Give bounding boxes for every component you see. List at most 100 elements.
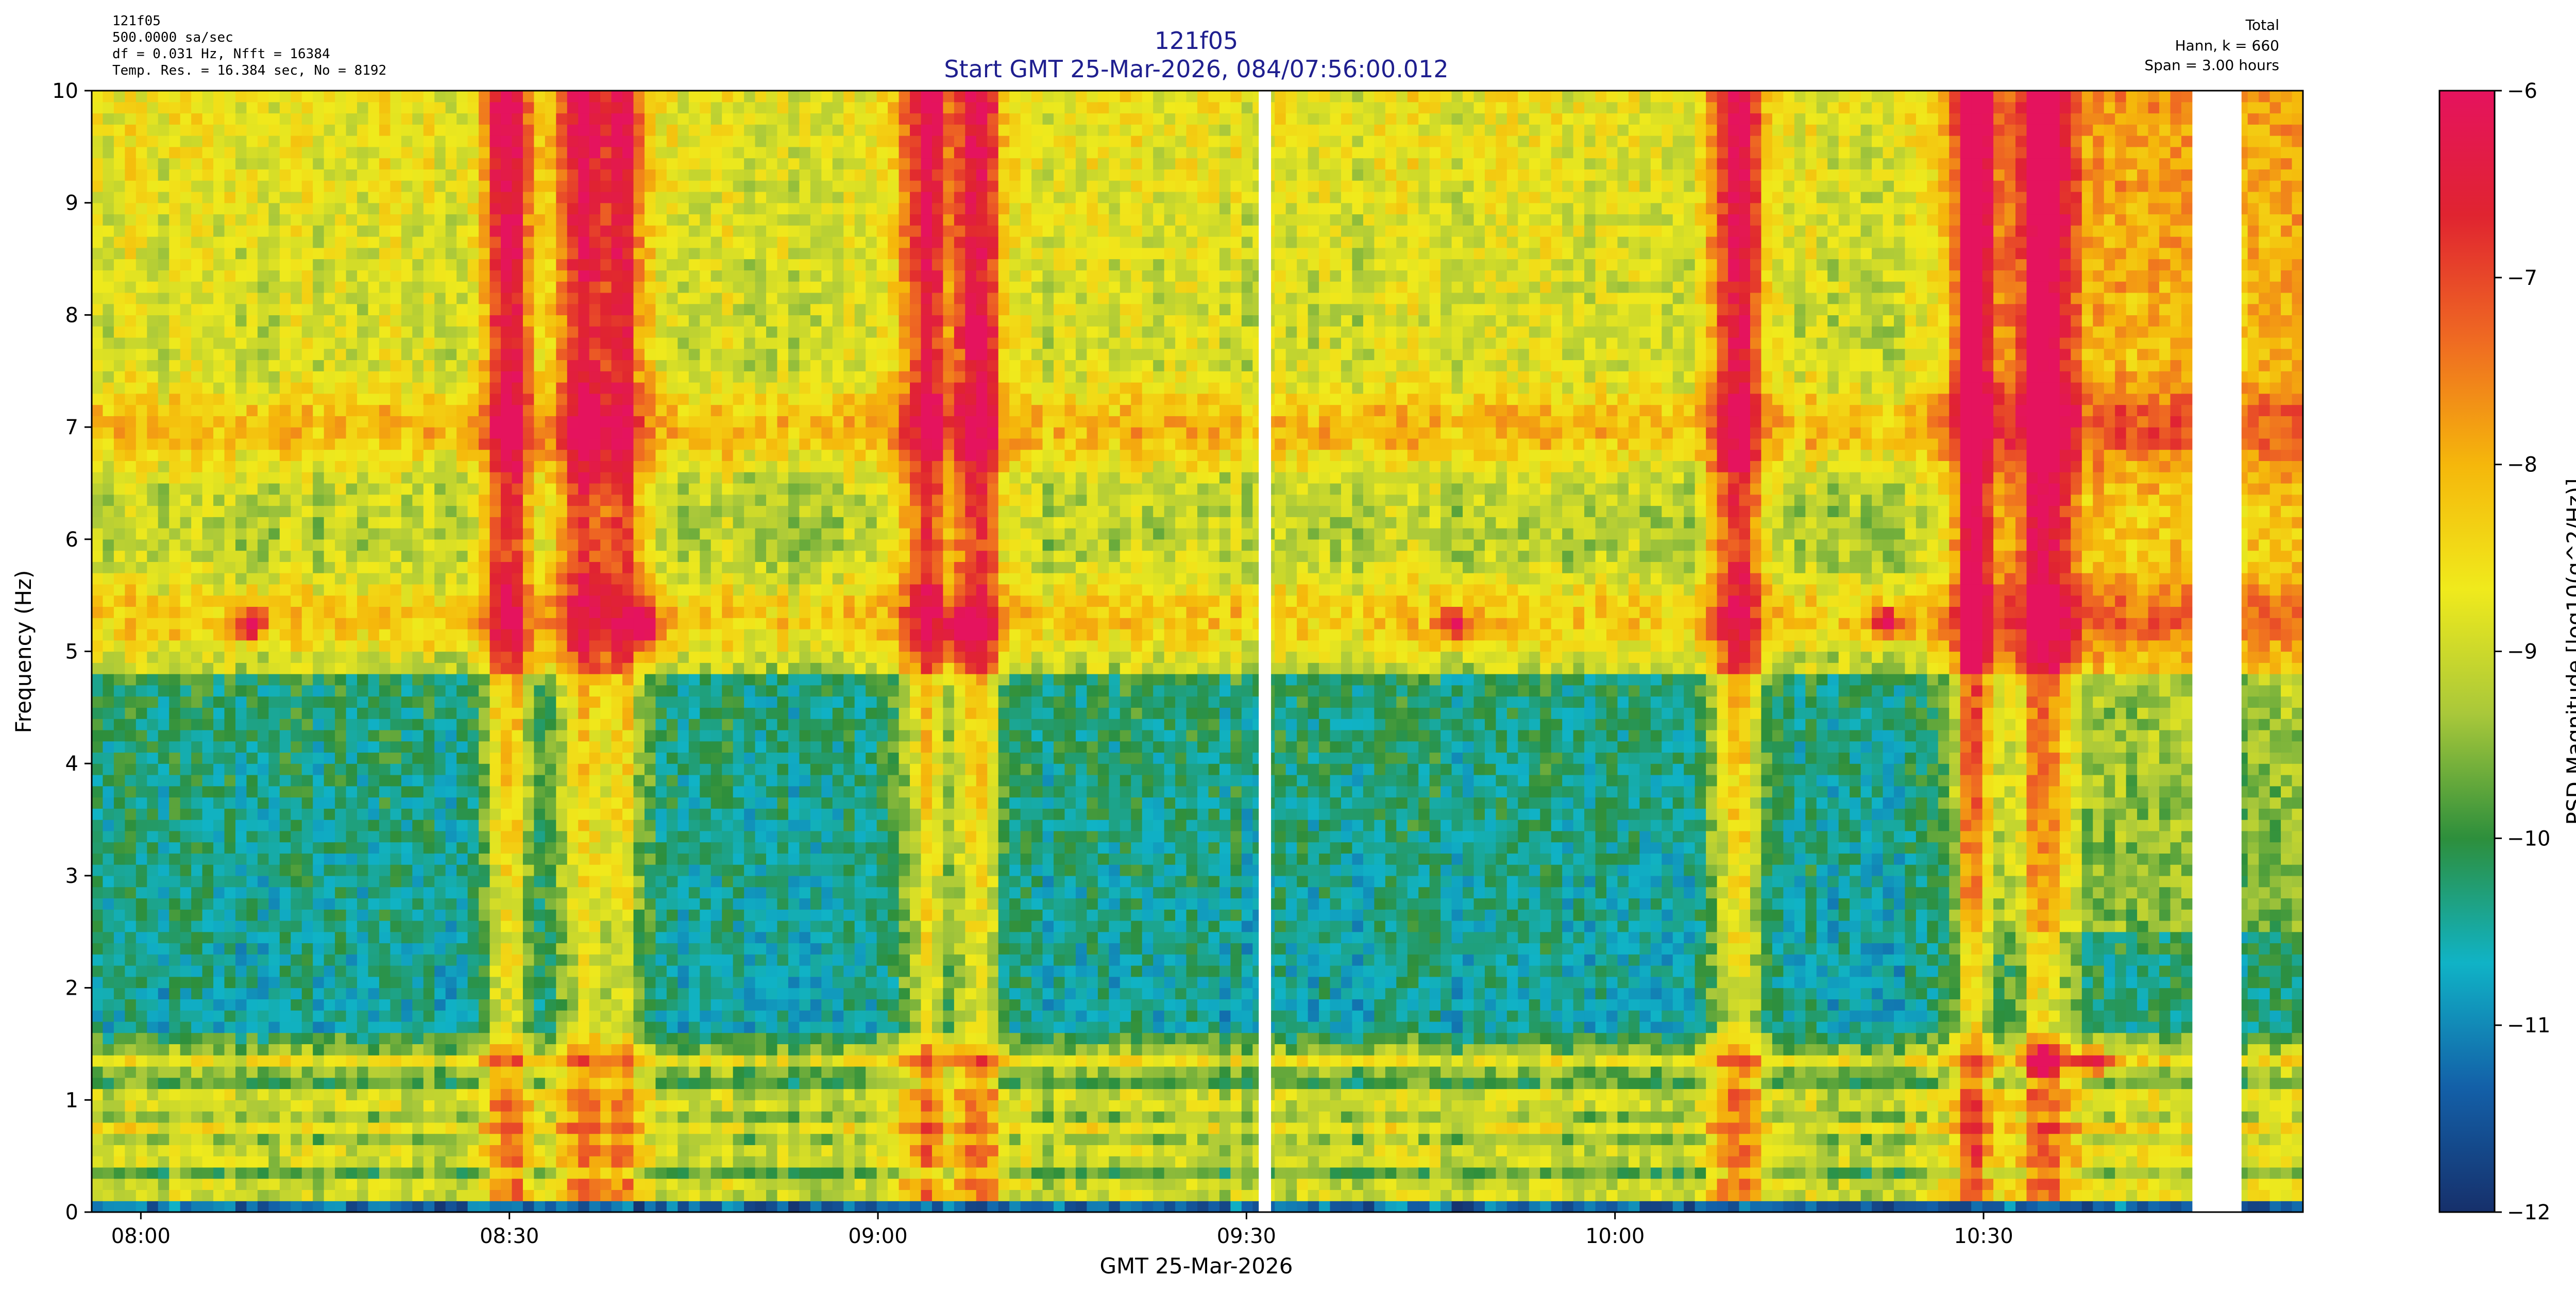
spectrogram-cell — [346, 763, 358, 775]
spectrogram-cell — [324, 404, 335, 416]
spectrogram-cell — [479, 685, 490, 697]
spectrogram-cell — [135, 550, 147, 562]
spectrogram-cell — [467, 214, 479, 226]
spectrogram-cell — [346, 91, 358, 103]
spectrogram-cell — [335, 741, 347, 753]
spectrogram-cell — [113, 1088, 125, 1100]
spectrogram-cell — [180, 169, 192, 181]
spectrogram-cell — [135, 797, 147, 809]
spectrogram-cell — [401, 505, 413, 517]
spectrogram-cell — [135, 1167, 147, 1179]
spectrogram-cell — [357, 898, 369, 910]
spectrogram-cell — [357, 830, 369, 843]
spectrogram-cell — [324, 517, 335, 529]
spectrogram-cell — [622, 786, 634, 798]
spectrogram-cell — [501, 909, 513, 921]
spectrogram-cell — [578, 830, 590, 843]
spectrogram-cell — [633, 371, 645, 383]
spectrogram-cell — [401, 1100, 413, 1112]
spectrogram-cell — [92, 954, 104, 966]
spectrogram-cell — [324, 360, 335, 371]
spectrogram-cell — [191, 976, 203, 989]
spectrogram-cell — [423, 595, 435, 607]
spectrogram-cell — [246, 427, 258, 439]
spectrogram-cell — [346, 236, 358, 248]
spectrogram-cell — [235, 875, 247, 888]
spectrogram-cell — [357, 976, 369, 989]
spectrogram-cell — [434, 808, 446, 820]
spectrogram-cell — [113, 472, 125, 484]
spectrogram-cell — [313, 292, 325, 304]
spectrogram-cell — [279, 763, 291, 775]
spectrogram-cell — [534, 236, 546, 248]
spectrogram-cell — [522, 820, 534, 831]
spectrogram-cell — [489, 113, 501, 125]
spectrogram-cell — [147, 1167, 159, 1179]
spectrogram-cell — [434, 326, 446, 338]
spectrogram-cell — [589, 595, 601, 607]
spectrogram-cell — [522, 729, 534, 742]
spectrogram-cell — [357, 494, 369, 506]
spectrogram-cell — [257, 943, 269, 955]
spectrogram-cell — [92, 719, 104, 730]
spectrogram-cell — [92, 1111, 104, 1123]
spectrogram-cell — [279, 729, 291, 742]
spectrogram-cell — [257, 651, 269, 663]
spectrogram-cell — [213, 606, 225, 618]
spectrogram-cell — [125, 382, 137, 394]
spectrogram-cell — [545, 618, 556, 629]
spectrogram-cell — [158, 483, 170, 495]
spectrogram-cell — [103, 1077, 114, 1089]
spectrogram-cell — [113, 595, 125, 607]
spectrogram-cell — [622, 1010, 634, 1022]
spectrogram-cell — [268, 864, 280, 876]
spectrogram-cell — [600, 550, 612, 562]
spectrogram-cell — [368, 360, 380, 371]
spectrogram-cell — [434, 135, 446, 147]
spectrogram-cell — [589, 1021, 601, 1033]
spectrogram-cell — [92, 191, 104, 203]
spectrogram-cell — [578, 382, 590, 394]
spectrogram-cell — [313, 1088, 325, 1100]
spectrogram-cell — [213, 830, 225, 843]
spectrogram-cell — [235, 1201, 247, 1212]
spectrogram-cell — [92, 797, 104, 809]
spectrogram-cell — [169, 1189, 181, 1201]
spectrogram-cell — [401, 1201, 413, 1212]
spectrogram-cell — [401, 236, 413, 248]
spectrogram-cell — [346, 158, 358, 169]
spectrogram-cell — [113, 1100, 125, 1112]
spectrogram-cell — [357, 259, 369, 270]
spectrogram-cell — [368, 517, 380, 529]
spectrogram-cell — [434, 987, 446, 999]
spectrogram-cell — [589, 842, 601, 854]
spectrogram-cell — [180, 539, 192, 551]
spectrogram-cell — [335, 976, 347, 989]
spectrogram-cell — [169, 1088, 181, 1100]
spectrogram-cell — [368, 404, 380, 416]
spectrogram-cell — [412, 696, 424, 708]
spectrogram-cell — [202, 640, 214, 652]
spectrogram-cell — [412, 898, 424, 910]
spectrogram-cell — [434, 887, 446, 899]
spectrogram-cell — [445, 505, 457, 517]
spectrogram-cell — [611, 461, 623, 472]
spectrogram-cell — [346, 920, 358, 932]
spectrogram-cell — [545, 124, 556, 136]
spectrogram-cell — [346, 550, 358, 562]
spectrogram-cell — [313, 797, 325, 809]
spectrogram-cell — [291, 1032, 302, 1045]
spectrogram-cell — [125, 898, 137, 910]
spectrogram-cell — [213, 808, 225, 820]
spectrogram-cell — [279, 920, 291, 932]
spectrogram-cell — [291, 651, 302, 663]
spectrogram-cell — [313, 146, 325, 159]
spectrogram-cell — [578, 1066, 590, 1078]
spectrogram-cell — [412, 214, 424, 226]
spectrogram-cell — [113, 146, 125, 159]
spectrogram-cell — [158, 517, 170, 529]
spectrogram-cell — [125, 1122, 137, 1134]
spectrogram-cell — [335, 191, 347, 203]
spectrogram-cell — [158, 371, 170, 383]
spectrogram-cell — [479, 987, 490, 999]
